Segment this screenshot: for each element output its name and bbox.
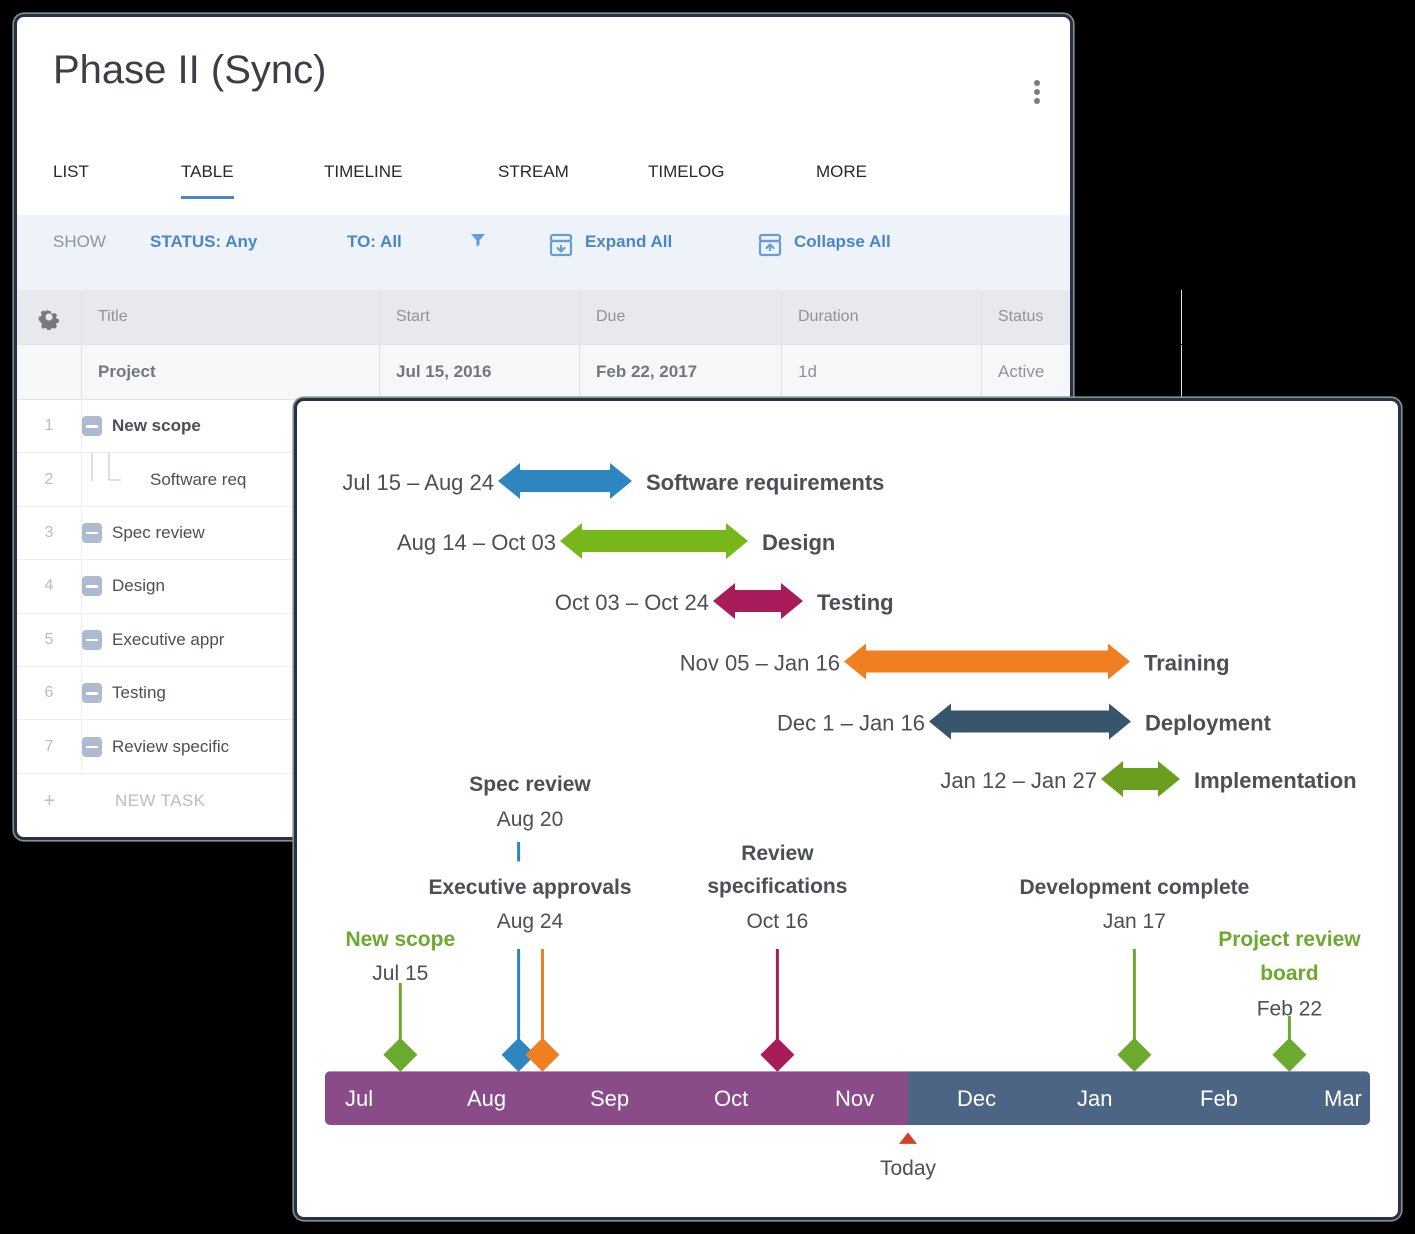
svg-text:Oct: Oct bbox=[714, 1086, 748, 1111]
svg-text:Nov 05 – Jan 16: Nov 05 – Jan 16 bbox=[680, 651, 840, 676]
svg-text:Oct 16: Oct 16 bbox=[746, 910, 808, 933]
svg-text:Jul: Jul bbox=[345, 1086, 373, 1111]
svg-text:Feb 22: Feb 22 bbox=[1257, 998, 1322, 1021]
svg-text:Spec review: Spec review bbox=[469, 773, 591, 796]
svg-text:Testing: Testing bbox=[817, 590, 894, 615]
svg-text:Development complete: Development complete bbox=[1019, 876, 1249, 899]
svg-text:Dec 1 – Jan 16: Dec 1 – Jan 16 bbox=[777, 711, 925, 736]
svg-text:Feb: Feb bbox=[1200, 1086, 1238, 1111]
svg-text:Nov: Nov bbox=[835, 1086, 874, 1111]
svg-text:Sep: Sep bbox=[590, 1086, 629, 1111]
svg-text:Executive approvals: Executive approvals bbox=[428, 876, 631, 899]
svg-text:Mar: Mar bbox=[1324, 1086, 1362, 1111]
svg-text:Jul 15: Jul 15 bbox=[372, 962, 428, 985]
svg-text:Jan: Jan bbox=[1077, 1086, 1112, 1111]
svg-text:Training: Training bbox=[1144, 651, 1230, 676]
svg-text:Implementation: Implementation bbox=[1194, 768, 1357, 793]
svg-text:board: board bbox=[1260, 962, 1318, 985]
svg-text:Jan 12 – Jan 27: Jan 12 – Jan 27 bbox=[940, 768, 1097, 793]
svg-text:Jul 15 – Aug 24: Jul 15 – Aug 24 bbox=[342, 470, 494, 495]
svg-text:Deployment: Deployment bbox=[1145, 711, 1272, 736]
svg-text:Project review: Project review bbox=[1218, 928, 1361, 951]
svg-text:Jan 17: Jan 17 bbox=[1103, 910, 1166, 933]
svg-text:Aug 20: Aug 20 bbox=[497, 808, 564, 831]
svg-text:New scope: New scope bbox=[345, 928, 455, 951]
svg-text:specifications: specifications bbox=[707, 875, 847, 898]
svg-text:Oct 03 – Oct 24: Oct 03 – Oct 24 bbox=[555, 590, 709, 615]
svg-text:Design: Design bbox=[762, 530, 835, 555]
svg-text:Aug 14 – Oct 03: Aug 14 – Oct 03 bbox=[397, 530, 556, 555]
svg-text:Today: Today bbox=[880, 1157, 937, 1180]
svg-text:Review: Review bbox=[741, 842, 814, 865]
svg-text:Software requirements: Software requirements bbox=[646, 470, 884, 495]
svg-text:Aug: Aug bbox=[467, 1086, 506, 1111]
svg-text:Dec: Dec bbox=[957, 1086, 996, 1111]
svg-text:Aug 24: Aug 24 bbox=[497, 910, 564, 933]
